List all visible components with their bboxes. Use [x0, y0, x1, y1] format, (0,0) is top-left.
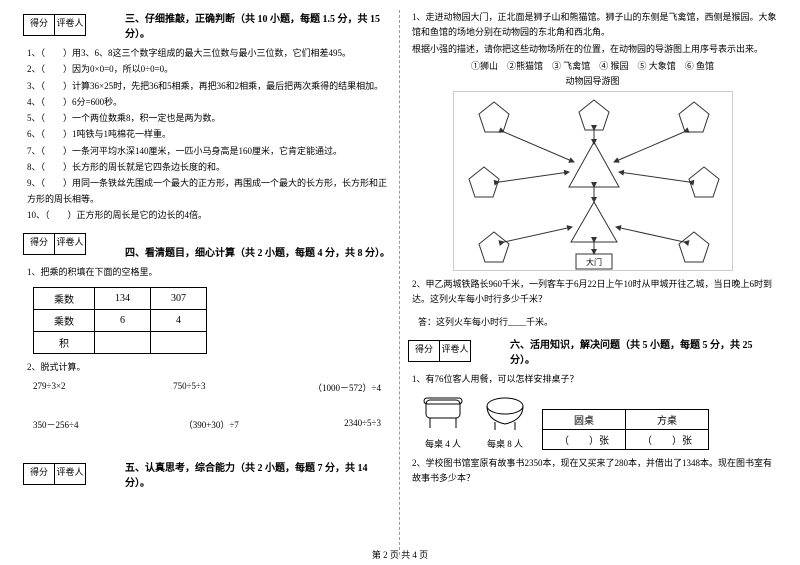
- q5-1-task: 根据小强的描述，请你把这些动物场所在的位置，在动物园的导游图上用序号表示出来。: [412, 42, 777, 57]
- section-4-title: 四、看清题目，细心计算（共 2 小题，每题 4 分，共 8 分）。: [125, 244, 390, 259]
- q3-1: 1、（ ）用3、6、8这三个数字组成的最大三位数与最小三位数，它们相差495。: [27, 46, 391, 61]
- cell-r3c3: [151, 331, 207, 353]
- q3-9: 9、（ ）用同一条铁丝先围成一个最大的正方形，再围成一个最大的长方形，长方形和正…: [27, 176, 391, 207]
- score-box-5: 得分 评卷人: [23, 463, 85, 485]
- seat-table: 圆桌 方桌 （ ）张 （ ）张: [542, 409, 709, 450]
- gate-label: 大门: [586, 257, 602, 267]
- calc-row-1: 279÷3×2 750÷5÷3 （1000－572）÷4: [33, 381, 381, 394]
- round-count: （ ）张: [543, 429, 626, 449]
- cell-r2c3: 4: [151, 309, 207, 331]
- cell-r3c1: 积: [34, 331, 95, 353]
- q3-5: 5、（ ）一个两位数乘8，积一定也是两为数。: [27, 111, 391, 126]
- center-triangle: [569, 142, 619, 187]
- score-label: 得分: [23, 233, 55, 255]
- section-3-questions: 1、（ ）用3、6、8这三个数字组成的最大三位数与最小三位数，它们相差495。 …: [27, 46, 391, 223]
- q5-2: 2、甲乙两城铁路长960千米，一列客车于6月22日上午10时从甲城开往乙城，当日…: [412, 277, 777, 308]
- q3-6: 6、（ ）1吨铁与1吨棉花一样重。: [27, 127, 391, 142]
- cell-r1c1: 乘数: [34, 287, 95, 309]
- score-label: 得分: [23, 463, 55, 485]
- connector-lines: [499, 130, 689, 254]
- cell-r1c3: 307: [151, 287, 207, 309]
- zoo-legend: ①狮山 ②熊猫馆 ③ 飞禽馆 ④ 猴园 ⑤ 大象馆 ⑥ 鱼馆: [408, 59, 777, 72]
- zoo-map-svg: 大门: [454, 92, 734, 272]
- q3-2: 2、（ ）因为0×0=0，所以0÷0=0。: [27, 62, 391, 77]
- grader-label: 评卷人: [54, 14, 86, 36]
- score-box-6: 得分 评卷人: [408, 340, 470, 362]
- score-box-3: 得分 评卷人: [23, 14, 85, 36]
- q3-8: 8、（ ）长方形的周长就是它四条边长度的和。: [27, 160, 391, 175]
- calc-2: 750÷5÷3: [173, 381, 205, 394]
- bottom-triangle: [571, 202, 617, 242]
- calc-3: （1000－572）÷4: [313, 381, 381, 394]
- score-label: 得分: [23, 14, 55, 36]
- q5-1-intro: 1、走进动物园大门，正北面是狮子山和熊猫馆。狮子山的东侧是飞禽馆，西侧是猴园。大…: [412, 10, 777, 41]
- q3-7: 7、（ ）一条河平均水深140厘米，一匹小马身高是160厘米，它肯定能通过。: [27, 144, 391, 159]
- section-5-title: 五、认真思考，综合能力（共 2 小题，每题 7 分，共 14 分）。: [125, 459, 391, 489]
- section-3-title: 三、仔细推敲，正确判断（共 10 小题，每题 1.5 分，共 15 分）。: [125, 10, 391, 40]
- score-label: 得分: [408, 340, 440, 362]
- q3-3: 3、（ ）计算36×25时，先把36和5相乘，再把36和2相乘，最后把两次乘得的…: [27, 79, 391, 94]
- zoo-map-diagram: 大门: [453, 91, 733, 271]
- square-header: 方桌: [626, 409, 709, 429]
- calc-5: （390+30）÷7: [184, 418, 239, 431]
- calc-1: 279÷3×2: [33, 381, 66, 394]
- seat4-label: 每桌 4 人: [418, 437, 468, 450]
- calc-row-2: 350－256÷4 （390+30）÷7 2340÷5÷3: [33, 418, 381, 431]
- q6-2: 2、学校图书馆室原有故事书2350本，现在又买来了280本，并借出了1348本。…: [412, 456, 777, 487]
- q4-2-label: 2、脱式计算。: [27, 360, 391, 375]
- grader-label: 评卷人: [439, 340, 471, 362]
- seating-block: 每桌 4 人 每桌 8 人 圆桌 方桌 （ ）张 （ ）张: [418, 394, 767, 450]
- round-table-icon: 每桌 8 人: [480, 394, 530, 450]
- grader-label: 评卷人: [54, 233, 86, 255]
- cell-r1c2: 134: [95, 287, 151, 309]
- zoo-map-title: 动物园导游图: [408, 74, 777, 87]
- q5-2-answer: 答：这列火车每小时行____千米。: [418, 315, 777, 328]
- square-count: （ ）张: [626, 429, 709, 449]
- q3-4: 4、（ ）6分=600秒。: [27, 95, 391, 110]
- seat8-label: 每桌 8 人: [480, 437, 530, 450]
- section-6-title: 六、活用知识，解决问题（共 5 小题，每题 5 分，共 25 分）。: [510, 336, 777, 366]
- cell-r2c1: 乘数: [34, 309, 95, 331]
- multiplication-table: 乘数 134 307 乘数 6 4 积: [33, 287, 207, 354]
- q6-1: 1、有76位客人用餐，可以怎样安排桌子？: [412, 372, 777, 387]
- round-header: 圆桌: [543, 409, 626, 429]
- calc-6: 2340÷5÷3: [344, 418, 381, 431]
- q3-10: 10、（ ）正方形的周长是它的边长的4倍。: [27, 208, 391, 223]
- cell-r3c2: [95, 331, 151, 353]
- page-footer: 第 2 页 共 4 页: [0, 548, 800, 561]
- grader-label: 评卷人: [54, 463, 86, 485]
- score-box-4: 得分 评卷人: [23, 233, 85, 255]
- square-table-icon: 每桌 4 人: [418, 394, 468, 450]
- q4-1-label: 1、把乘的积填在下面的空格里。: [27, 265, 391, 280]
- cell-r2c2: 6: [95, 309, 151, 331]
- calc-4: 350－256÷4: [33, 418, 78, 431]
